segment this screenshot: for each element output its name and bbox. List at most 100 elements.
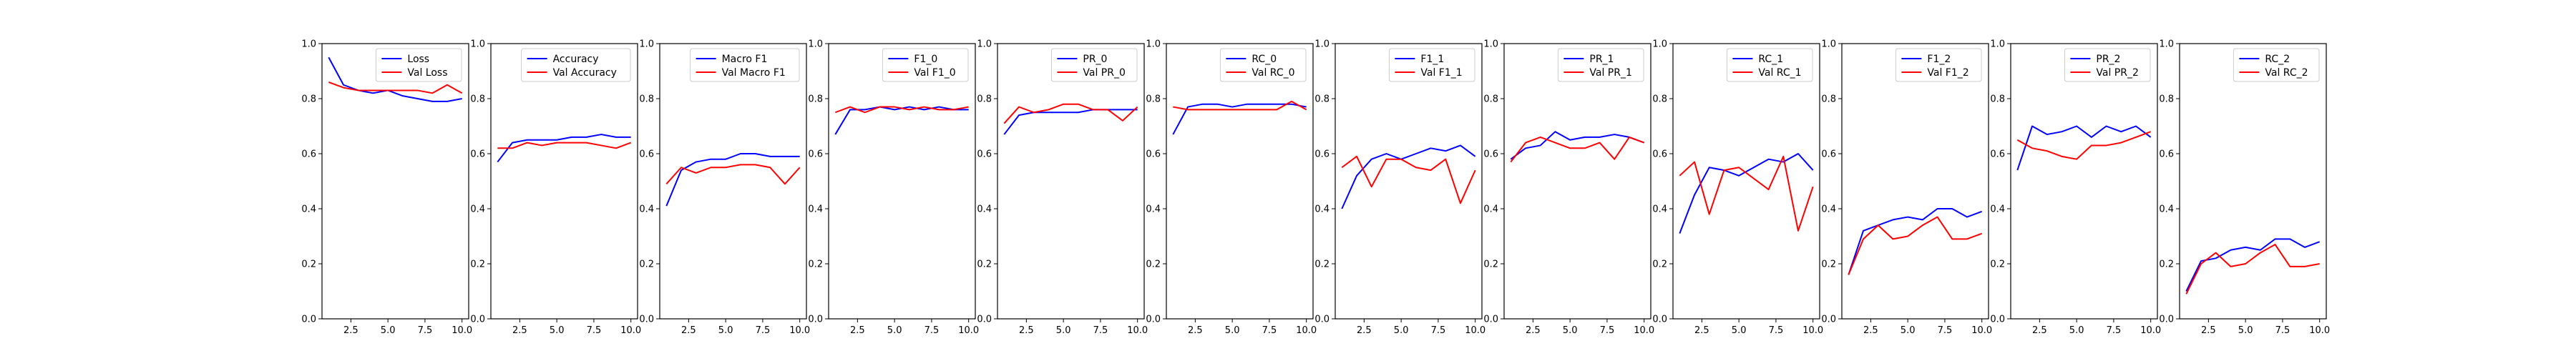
x-tick-label: 7.5 — [2107, 325, 2122, 336]
series-line-val — [1679, 155, 1814, 232]
y-tick-label: 0.8 — [808, 94, 823, 105]
y-tick-label: 0.2 — [1146, 259, 1161, 270]
y-tick-label: 0.8 — [1314, 94, 1330, 105]
legend-box — [521, 48, 631, 82]
y-tick-label: 0.2 — [639, 259, 654, 270]
series-line-train — [1172, 103, 1307, 135]
series-line-val — [497, 142, 632, 149]
legend: RC_1 Val RC_1 — [1726, 48, 1813, 82]
x-tick-label: 5.0 — [1901, 325, 1916, 336]
legend: Macro F1 Val Macro F1 — [690, 48, 800, 82]
y-tick-label: 0.0 — [808, 315, 823, 325]
y-tick-label: 0.8 — [1990, 94, 2005, 105]
axes-frame — [1672, 43, 1820, 320]
legend-box — [1557, 48, 1644, 82]
x-tick-label: 2.5 — [512, 325, 527, 336]
x-tick-label: 7.5 — [1262, 325, 1277, 336]
legend-label: Val RC_2 — [2265, 67, 2308, 79]
legend-label: Val F1_1 — [1420, 67, 1462, 79]
subplot-2: 0.0 0.2 0.4 0.6 0.8 1.0 2.5 5.0 7.5 10.0 Accuracy V… — [470, 39, 641, 337]
legend-label: F1_2 — [1927, 54, 1951, 65]
legend: RC_0 Val RC_0 — [1219, 48, 1307, 82]
x-tick-label: 2.5 — [1863, 325, 1878, 336]
y-tick-label: 0.0 — [639, 315, 654, 325]
y-tick-label: 0.0 — [977, 315, 992, 325]
y-tick-label: 0.4 — [470, 204, 485, 215]
y-tick-label: 0.0 — [1314, 315, 1330, 325]
y-tick-label: 0.4 — [808, 204, 823, 215]
series-line-train — [1003, 109, 1138, 135]
legend: F1_0 Val F1_0 — [882, 48, 969, 82]
y-tick-label: 0.4 — [1990, 204, 2005, 215]
x-tick-label: 7.5 — [1431, 325, 1446, 336]
x-tick-label: 2.5 — [1188, 325, 1203, 336]
subplot-6: 0.0 0.2 0.4 0.6 0.8 1.0 2.5 5.0 7.5 10.0 RC_0 Val R… — [1146, 39, 1317, 337]
x-tick-label: 5.0 — [1563, 325, 1578, 336]
series-line-val — [2016, 131, 2152, 160]
x-tick-label: 5.0 — [381, 325, 396, 336]
legend-box — [375, 48, 462, 82]
subplot-11: 0.0 0.2 0.4 0.6 0.8 1.0 2.5 5.0 7.5 10.0 PR_2 Val P… — [1990, 39, 2161, 337]
series-line-val — [328, 81, 463, 94]
axes-frame — [2010, 43, 2158, 320]
legend: Accuracy Val Accuracy — [521, 48, 631, 82]
series-line-train — [497, 134, 631, 163]
legend-label: Val RC_0 — [1252, 67, 1294, 79]
legend-label: RC_0 — [1252, 54, 1277, 65]
x-tick-label: 5.0 — [550, 325, 565, 336]
x-tick-label: 7.5 — [756, 325, 771, 336]
axes-frame — [321, 43, 469, 320]
series-line-train — [665, 153, 800, 207]
y-tick-label: 0.8 — [1821, 94, 1836, 105]
y-tick-label: 0.0 — [301, 315, 316, 325]
legend: F1_2 Val F1_2 — [1895, 48, 1982, 82]
legend-label: Val RC_1 — [1758, 67, 1801, 79]
subplot-4: 0.0 0.2 0.4 0.6 0.8 1.0 2.5 5.0 7.5 10.0 F1_0 Val F… — [808, 39, 979, 337]
series-line-train — [2016, 125, 2152, 171]
x-tick-label: 10.0 — [1971, 325, 1992, 336]
x-tick-label: 10.0 — [2140, 325, 2161, 336]
x-tick-label: 7.5 — [1769, 325, 1784, 336]
series-line-train — [1510, 131, 1645, 160]
y-tick-label: 1.0 — [1821, 39, 1836, 50]
x-tick-label: 10.0 — [1634, 325, 1654, 336]
series-line-val — [665, 164, 801, 185]
axes-frame — [490, 43, 638, 320]
legend-box — [2064, 48, 2151, 82]
y-tick-label: 0.6 — [1990, 149, 2005, 160]
series-line-val — [1173, 100, 1307, 111]
legend: PR_1 Val PR_1 — [1557, 48, 1644, 82]
series-line-val — [1341, 155, 1476, 204]
y-tick-label: 1.0 — [1146, 39, 1161, 50]
x-tick-label: 7.5 — [2275, 325, 2290, 336]
axes-frame — [2179, 43, 2327, 320]
y-tick-label: 0.4 — [1146, 204, 1161, 215]
x-tick-label: 5.0 — [2238, 325, 2253, 336]
x-tick-label: 5.0 — [1225, 325, 1240, 336]
y-tick-label: 0.2 — [808, 259, 823, 270]
y-tick-label: 0.4 — [2159, 204, 2174, 215]
y-tick-label: 0.8 — [1652, 94, 1667, 105]
legend: PR_2 Val PR_2 — [2064, 48, 2151, 82]
x-tick-label: 5.0 — [887, 325, 902, 336]
x-tick-label: 2.5 — [1526, 325, 1541, 336]
series-line-val — [1510, 136, 1645, 163]
x-tick-label: 5.0 — [1394, 325, 1409, 336]
legend-label: RC_1 — [1758, 54, 1783, 65]
y-tick-label: 0.2 — [1821, 259, 1836, 270]
y-tick-label: 0.2 — [1483, 259, 1498, 270]
legend-label: F1_0 — [914, 54, 937, 65]
subplot-1: 0.0 0.2 0.4 0.6 0.8 1.0 2.5 5.0 7.5 10.0 Loss Val L… — [301, 39, 472, 337]
x-tick-label: 7.5 — [1938, 325, 1953, 336]
y-tick-label: 0.8 — [2159, 94, 2174, 105]
subplot-7: 0.0 0.2 0.4 0.6 0.8 1.0 2.5 5.0 7.5 10.0 F1_1 Val F… — [1314, 39, 1485, 337]
y-tick-label: 0.8 — [1483, 94, 1498, 105]
y-tick-label: 1.0 — [977, 39, 992, 50]
legend-label: Val PR_1 — [1589, 67, 1632, 79]
x-tick-label: 7.5 — [418, 325, 433, 336]
legend: F1_1 Val F1_1 — [1388, 48, 1475, 82]
y-tick-label: 0.6 — [2159, 149, 2174, 160]
y-tick-label: 0.8 — [470, 94, 485, 105]
y-tick-label: 1.0 — [2159, 39, 2174, 50]
